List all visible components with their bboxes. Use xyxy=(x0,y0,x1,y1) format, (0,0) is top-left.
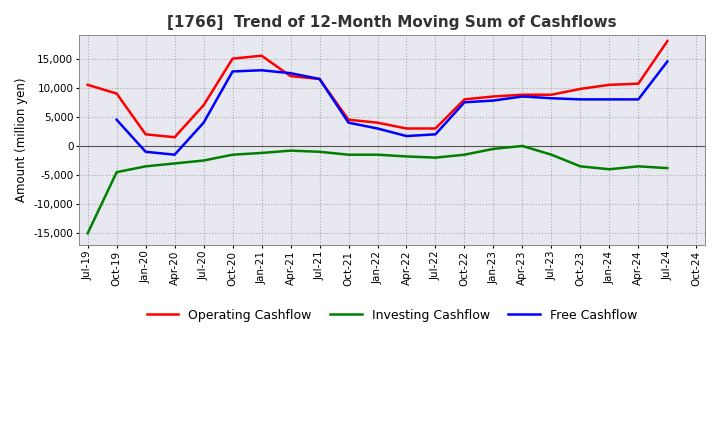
Line: Free Cashflow: Free Cashflow xyxy=(117,62,667,155)
Free Cashflow xyxy=(460,99,469,105)
Line: Investing Cashflow: Investing Cashflow xyxy=(88,146,667,233)
Free Cashflow xyxy=(171,152,179,158)
Operating Cashflow xyxy=(287,73,295,79)
Free Cashflow xyxy=(663,59,672,64)
Operating Cashflow xyxy=(634,81,643,86)
Free Cashflow xyxy=(373,126,382,131)
Investing Cashflow xyxy=(84,231,92,236)
Operating Cashflow xyxy=(605,82,613,88)
Free Cashflow xyxy=(634,97,643,102)
Operating Cashflow xyxy=(315,77,324,82)
Operating Cashflow xyxy=(576,86,585,92)
Investing Cashflow xyxy=(605,167,613,172)
Operating Cashflow xyxy=(663,39,672,44)
Investing Cashflow xyxy=(344,152,353,158)
Line: Operating Cashflow: Operating Cashflow xyxy=(88,41,667,137)
Legend: Operating Cashflow, Investing Cashflow, Free Cashflow: Operating Cashflow, Investing Cashflow, … xyxy=(142,304,642,327)
Operating Cashflow xyxy=(199,103,208,108)
Title: [1766]  Trend of 12-Month Moving Sum of Cashflows: [1766] Trend of 12-Month Moving Sum of C… xyxy=(167,15,617,30)
Investing Cashflow xyxy=(112,169,121,175)
Investing Cashflow xyxy=(547,152,556,158)
Free Cashflow xyxy=(287,70,295,76)
Investing Cashflow xyxy=(171,161,179,166)
Operating Cashflow xyxy=(547,92,556,97)
Free Cashflow xyxy=(576,97,585,102)
Free Cashflow xyxy=(605,97,613,102)
Operating Cashflow xyxy=(402,126,411,131)
Free Cashflow xyxy=(141,149,150,154)
Free Cashflow xyxy=(315,77,324,82)
Free Cashflow xyxy=(547,95,556,101)
Investing Cashflow xyxy=(518,143,527,149)
Investing Cashflow xyxy=(315,149,324,154)
Free Cashflow xyxy=(431,132,440,137)
Investing Cashflow xyxy=(402,154,411,159)
Y-axis label: Amount (million yen): Amount (million yen) xyxy=(15,78,28,202)
Free Cashflow xyxy=(228,69,237,74)
Operating Cashflow xyxy=(84,82,92,88)
Free Cashflow xyxy=(402,133,411,139)
Investing Cashflow xyxy=(431,155,440,160)
Free Cashflow xyxy=(112,117,121,122)
Investing Cashflow xyxy=(141,164,150,169)
Operating Cashflow xyxy=(518,92,527,97)
Investing Cashflow xyxy=(257,150,266,156)
Investing Cashflow xyxy=(373,152,382,158)
Investing Cashflow xyxy=(663,165,672,171)
Operating Cashflow xyxy=(344,117,353,122)
Investing Cashflow xyxy=(287,148,295,153)
Investing Cashflow xyxy=(634,164,643,169)
Operating Cashflow xyxy=(431,126,440,131)
Investing Cashflow xyxy=(460,152,469,158)
Free Cashflow xyxy=(257,68,266,73)
Investing Cashflow xyxy=(228,152,237,158)
Operating Cashflow xyxy=(373,120,382,125)
Free Cashflow xyxy=(199,120,208,125)
Operating Cashflow xyxy=(460,97,469,102)
Operating Cashflow xyxy=(228,56,237,61)
Free Cashflow xyxy=(344,120,353,125)
Investing Cashflow xyxy=(576,164,585,169)
Investing Cashflow xyxy=(489,146,498,151)
Investing Cashflow xyxy=(199,158,208,163)
Free Cashflow xyxy=(518,94,527,99)
Operating Cashflow xyxy=(257,53,266,59)
Operating Cashflow xyxy=(489,94,498,99)
Operating Cashflow xyxy=(112,91,121,96)
Operating Cashflow xyxy=(171,135,179,140)
Operating Cashflow xyxy=(141,132,150,137)
Free Cashflow xyxy=(489,98,498,103)
